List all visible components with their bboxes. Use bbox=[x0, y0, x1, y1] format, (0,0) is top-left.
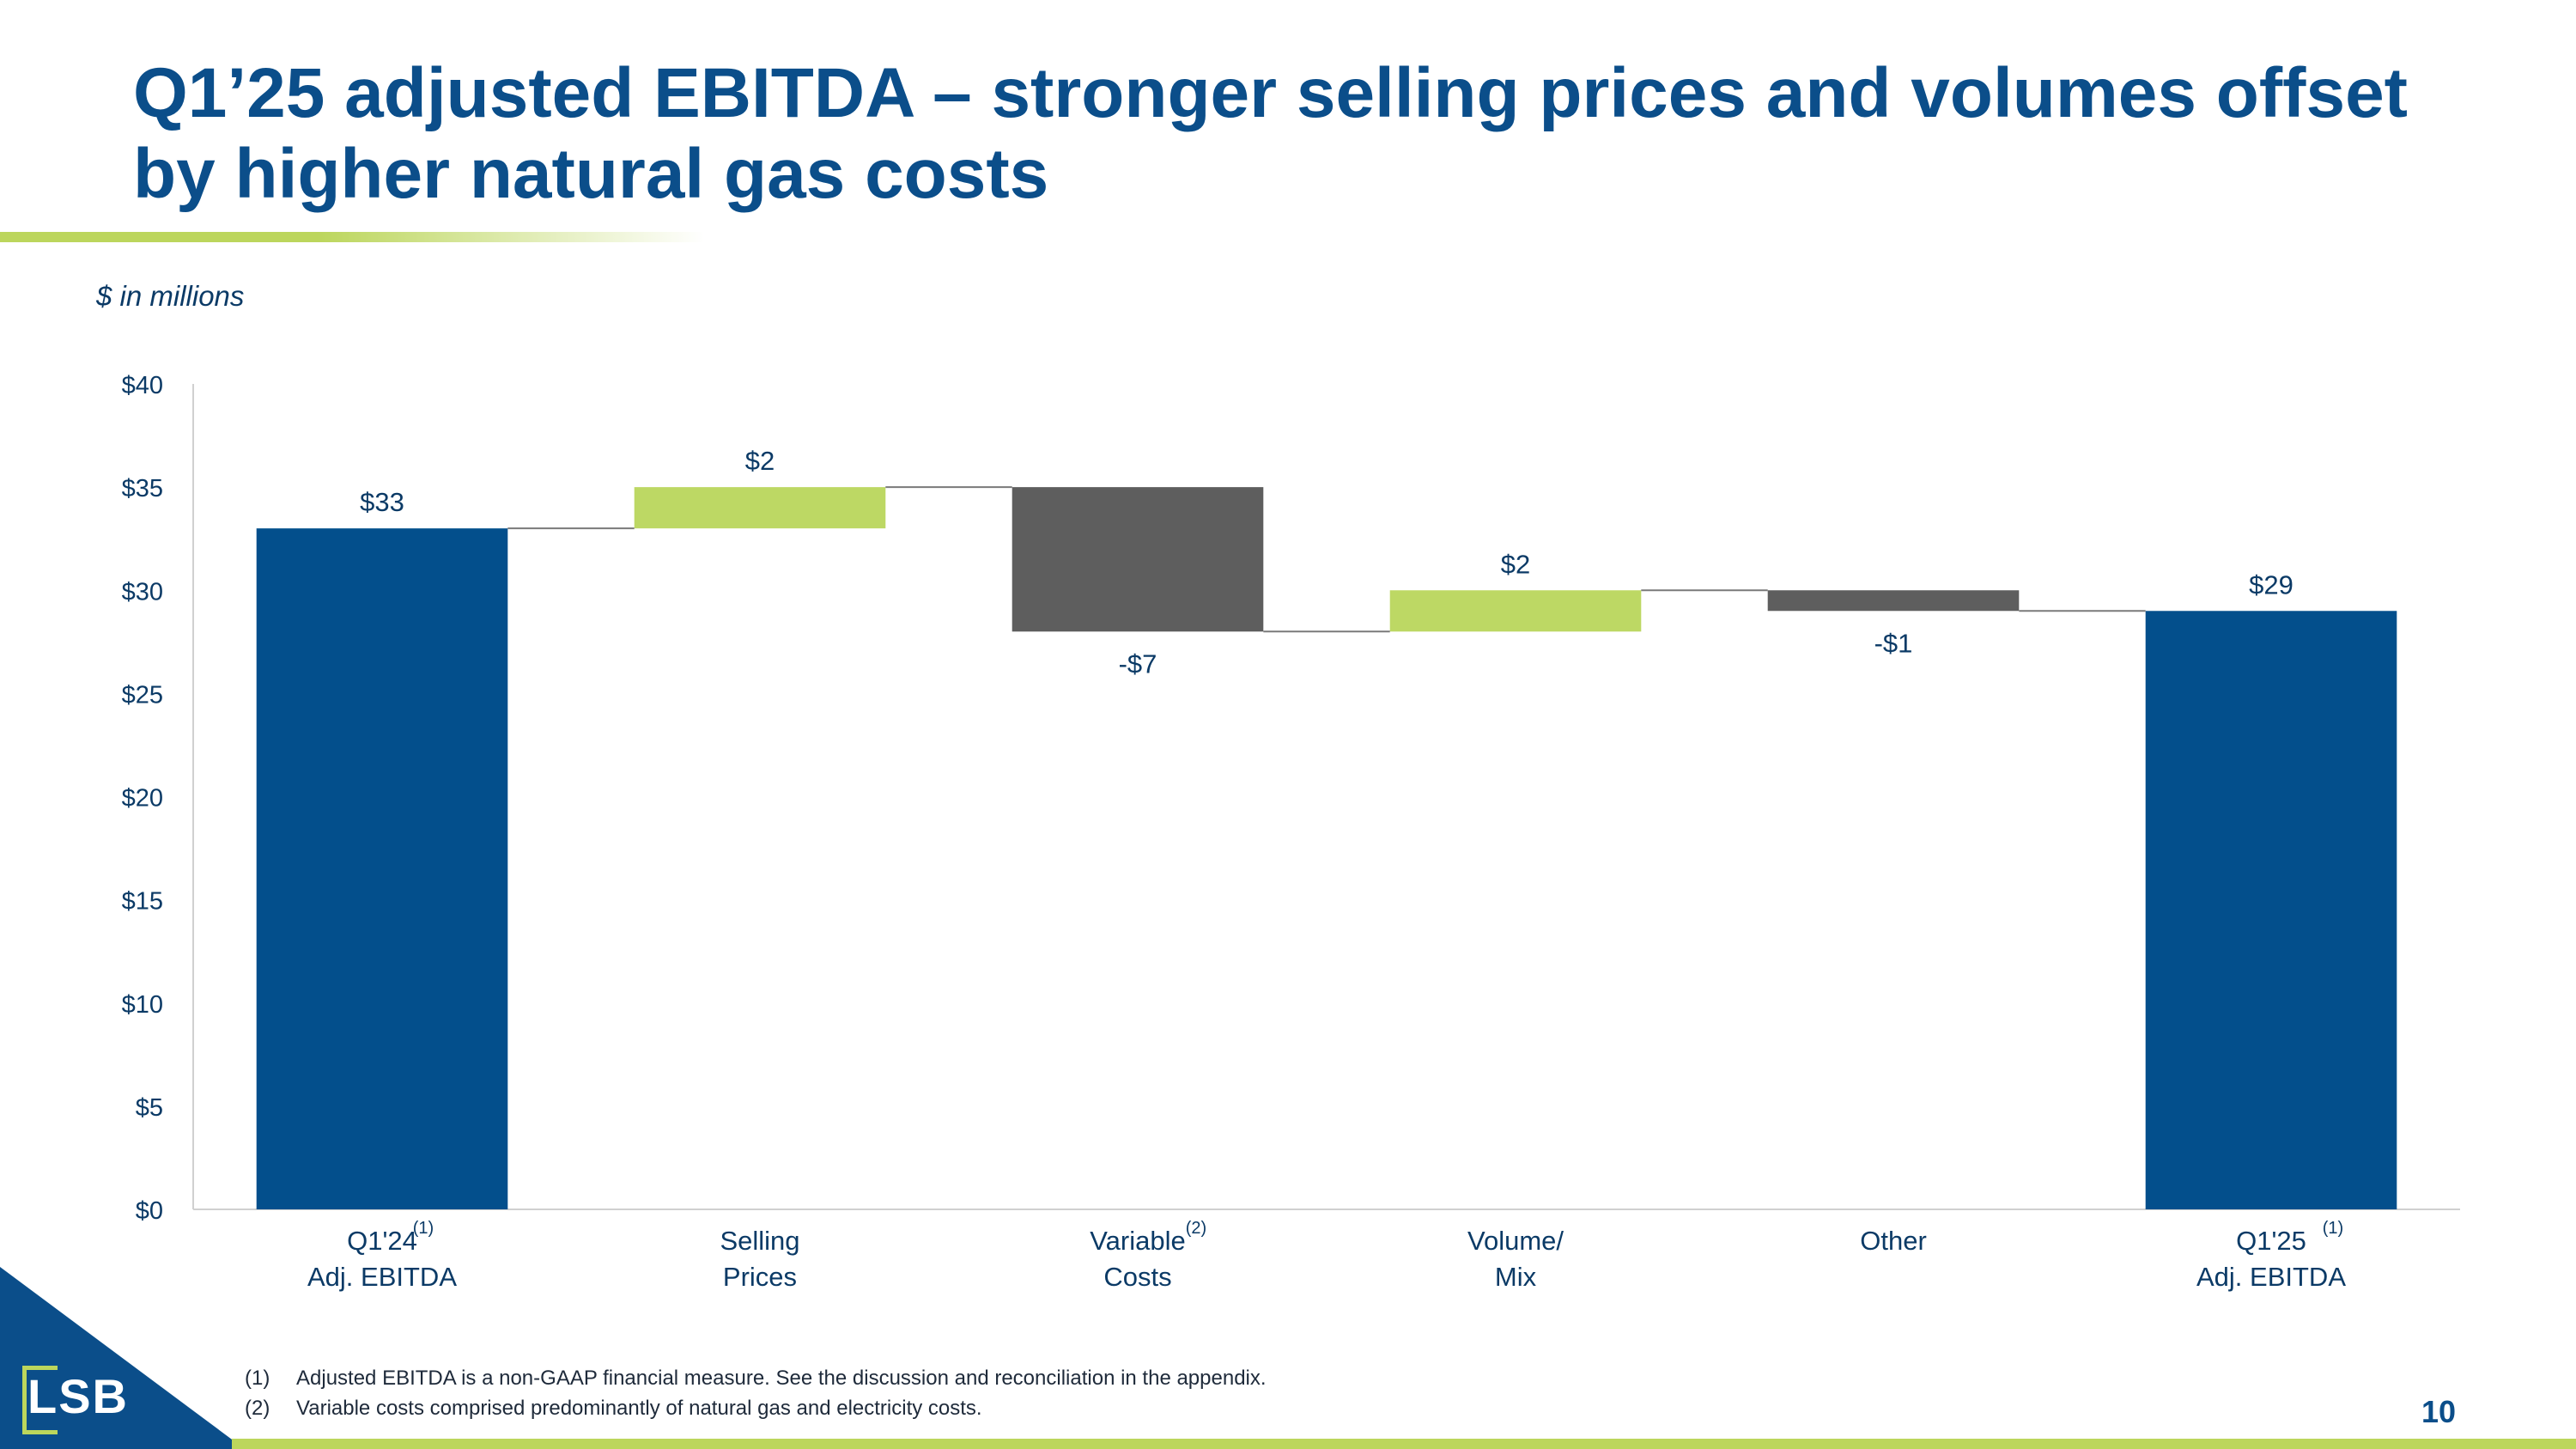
category-label: Mix bbox=[1495, 1262, 1537, 1292]
category-superscript: (2) bbox=[1186, 1219, 1206, 1238]
y-tick-label: $30 bbox=[122, 578, 163, 606]
waterfall-bar bbox=[2145, 611, 2397, 1209]
y-tick-label: $35 bbox=[122, 475, 163, 502]
y-tick-label: $40 bbox=[122, 372, 163, 399]
category-superscript: (1) bbox=[413, 1219, 434, 1238]
footnote-1: (1) Adjusted EBITDA is a non-GAAP financ… bbox=[245, 1363, 1267, 1393]
category-superscript: (1) bbox=[2323, 1219, 2343, 1238]
waterfall-bar bbox=[634, 487, 886, 529]
waterfall-bar bbox=[1389, 590, 1642, 632]
corner-logo-triangle bbox=[0, 1267, 245, 1449]
footnote-2-number: (2) bbox=[245, 1397, 270, 1420]
category-label: Prices bbox=[723, 1262, 797, 1292]
footnote-2: (2) Variable costs comprised predominant… bbox=[245, 1393, 1267, 1423]
logo-bracket bbox=[22, 1366, 58, 1434]
y-tick-label: $5 bbox=[136, 1094, 163, 1122]
data-label: $2 bbox=[1501, 549, 1530, 579]
footnotes: (1) Adjusted EBITDA is a non-GAAP financ… bbox=[245, 1363, 1267, 1423]
category-label: Adj. EBITDA bbox=[307, 1262, 457, 1292]
category-label: Adj. EBITDA bbox=[2196, 1262, 2346, 1292]
data-label: $2 bbox=[745, 446, 775, 476]
title-accent-rule bbox=[0, 232, 704, 242]
waterfall-bar bbox=[1012, 487, 1264, 632]
category-label: Selling bbox=[720, 1226, 799, 1256]
category-label: Other bbox=[1860, 1226, 1927, 1256]
category-label: Costs bbox=[1103, 1262, 1171, 1292]
footnote-1-text: Adjusted EBITDA is a non-GAAP financial … bbox=[296, 1367, 1267, 1390]
category-label: Volume/ bbox=[1467, 1226, 1564, 1256]
units-note: $ in millions bbox=[96, 280, 245, 312]
y-tick-label: $15 bbox=[122, 888, 163, 916]
y-tick-label: $10 bbox=[122, 991, 163, 1019]
footnote-2-text: Variable costs comprised predominantly o… bbox=[296, 1397, 982, 1420]
waterfall-bar bbox=[1767, 590, 2020, 612]
bottom-accent-rule bbox=[232, 1439, 2576, 1449]
data-label: -$7 bbox=[1119, 648, 1157, 679]
page-number: 10 bbox=[2421, 1394, 2457, 1429]
data-label: $33 bbox=[360, 487, 404, 517]
data-label: $29 bbox=[2249, 569, 2293, 600]
company-logo: LSB bbox=[27, 1369, 129, 1423]
data-label: -$1 bbox=[1874, 628, 1913, 658]
waterfall-bar bbox=[256, 528, 508, 1209]
category-label: Variable bbox=[1090, 1226, 1185, 1256]
y-tick-label: $0 bbox=[136, 1197, 163, 1225]
category-label: Q1'24 bbox=[347, 1226, 417, 1256]
y-tick-label: $25 bbox=[122, 681, 163, 709]
footnote-1-number: (1) bbox=[245, 1367, 270, 1390]
y-tick-label: $20 bbox=[122, 785, 163, 813]
page-title: Q1’25 adjusted EBITDA – stronger selling… bbox=[133, 54, 2408, 213]
waterfall-chart: $0 $5 $10 $15 $20 $25 $30 $35 $40 $33 Q1'24 Adj. EB… bbox=[122, 372, 2460, 1292]
category-label: Q1'25 bbox=[2236, 1226, 2306, 1256]
